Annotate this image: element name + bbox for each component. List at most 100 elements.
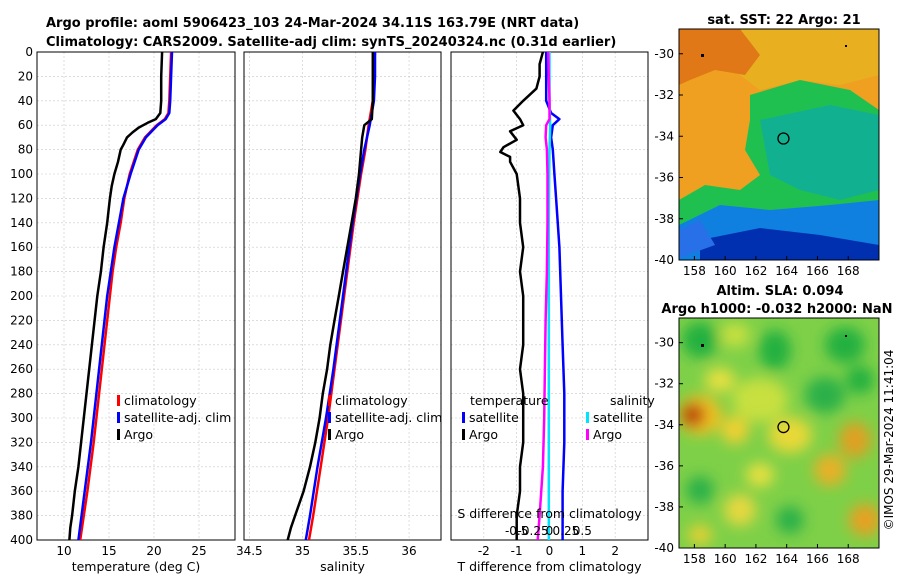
map-y-tick-label: -32	[654, 377, 674, 391]
y-tick-label: 40	[18, 94, 33, 108]
x-tick-label: 36	[401, 544, 416, 558]
map-y-tick-label: -34	[654, 129, 674, 143]
map-y-tick-label: -38	[654, 212, 674, 226]
y-tick-label: 0	[25, 45, 33, 59]
sla-map-title: Altim. SLA: 0.094	[717, 284, 844, 299]
map-x-tick-label: 158	[683, 264, 706, 278]
temp-argo-line	[68, 52, 164, 540]
y-tick-label: 100	[10, 167, 33, 181]
x-tick-label: -2	[478, 544, 490, 558]
x-tick-label: 1	[579, 544, 587, 558]
y-tick-label: 280	[10, 387, 33, 401]
map-y-tick-label: -36	[654, 459, 674, 473]
x-tick-label: -1	[511, 544, 523, 558]
legend-satellite-adj-swatch	[328, 412, 331, 423]
legend-satellite-adj-label: satellite-adj. clim	[124, 410, 231, 425]
x-tick-label: 2	[611, 544, 619, 558]
map-x-tick-label: 168	[837, 552, 860, 566]
y-tick-label: 220	[10, 313, 33, 327]
map-x-tick-label: 168	[837, 264, 860, 278]
sla-argo-marker	[777, 420, 790, 434]
legend-argo-swatch	[117, 429, 120, 440]
legend-argo-label: Argo	[124, 427, 153, 442]
map-y-tick-label: -30	[654, 336, 674, 350]
legend-climatology-swatch	[117, 395, 120, 406]
map-x-tick-label: 166	[806, 552, 829, 566]
y-tick-label: 120	[10, 191, 33, 205]
x-tick-label: 20	[146, 544, 161, 558]
x-tick-label: 34.5	[236, 544, 263, 558]
x-tick-label: 15	[101, 544, 116, 558]
y-tick-label: 380	[10, 509, 33, 523]
difference-panel: -2 -1 0 1 2T difference from climatology S di…	[450, 51, 655, 574]
salinity-panel: 34.5 35 35.5 36 salinity climatology satellite…	[236, 51, 442, 574]
legend-t-satellite-swatch	[462, 412, 465, 423]
map-y-tick-label: -34	[654, 418, 674, 432]
x-tick-label: 0	[546, 544, 554, 558]
y-tick-label: 180	[10, 265, 33, 279]
y-tick-label: 360	[10, 484, 33, 498]
map-x-tick-label: 162	[744, 552, 767, 566]
legend-t-satellite-label: satellite	[469, 410, 519, 425]
tdiff-argo-line	[499, 52, 545, 540]
legend-argo-swatch	[328, 429, 331, 440]
y-tick-label: 60	[18, 118, 33, 132]
y-tick-label: 20	[18, 69, 33, 83]
map-y-tick-label: -40	[654, 541, 674, 555]
x-tick-label: 25	[191, 544, 206, 558]
legend-temperature-title: temperature	[470, 393, 549, 408]
header-line2: Climatology: CARS2009. Satellite-adj cli…	[46, 35, 616, 50]
legend-t-argo-swatch	[462, 429, 465, 440]
y-tick-label: 320	[10, 435, 33, 449]
map-x-tick-label: 158	[683, 552, 706, 566]
map-x-tick-label: 166	[806, 264, 829, 278]
sla-map-subtitle: Argo h1000: -0.032 h2000: NaN	[661, 302, 892, 317]
top-axis-label: S difference from climatology	[457, 506, 642, 521]
map-y-tick-label: -32	[654, 88, 674, 102]
sla-map	[678, 317, 880, 549]
legend-climatology-label: climatology	[124, 393, 197, 408]
legend-satellite-adj-swatch	[117, 412, 120, 423]
legend-climatology-swatch	[328, 395, 331, 406]
map-x-tick-label: 160	[714, 264, 737, 278]
legend-satellite-adj-label: satellite-adj. clim	[335, 410, 442, 425]
top-tick-label: -0.5	[505, 524, 528, 538]
y-tick-label: 340	[10, 460, 33, 474]
map-x-tick-label: 162	[744, 264, 767, 278]
temperature-panel: 10 15 20 25 0 20 40 60 80 100 120 140 160 180 200 220 24…	[10, 45, 236, 574]
x-axis-label: T difference from climatology	[456, 559, 642, 574]
legend-s-satellite-label: satellite	[593, 410, 643, 425]
legend-s-satellite-swatch	[586, 412, 589, 423]
legend-climatology-label: climatology	[335, 393, 408, 408]
sdiff-argo-line	[536, 52, 551, 540]
sla-map-axes: 158 160 162 164 166 168 -30 -32 -34 -36 -38 -40	[654, 336, 859, 566]
map-y-tick-label: -40	[654, 253, 674, 267]
sal-argo-line	[286, 52, 375, 540]
y-tick-label: 260	[10, 362, 33, 376]
top-tick-label: 0.5	[573, 524, 592, 538]
y-tick-label: 400	[10, 533, 33, 547]
sst-map-axes: 158 160 162 164 166 168 -30 -32 -34 -36 -38 -40	[654, 47, 859, 278]
y-tick-label: 80	[18, 143, 33, 157]
map-y-tick-label: -36	[654, 171, 674, 185]
sst-map	[678, 28, 880, 261]
map-x-tick-label: 160	[714, 552, 737, 566]
x-tick-label: 10	[56, 544, 71, 558]
y-tick-label: 160	[10, 240, 33, 254]
legend-salinity-title: salinity	[610, 393, 655, 408]
y-tick-label: 300	[10, 411, 33, 425]
panel-frame	[243, 51, 442, 541]
y-tick-label: 140	[10, 216, 33, 230]
map-y-tick-label: -30	[654, 47, 674, 61]
legend-argo-label: Argo	[335, 427, 364, 442]
y-tick-label: 240	[10, 338, 33, 352]
sst-map-title: sat. SST: 22 Argo: 21	[707, 13, 860, 28]
legend-s-argo-label: Argo	[593, 427, 622, 442]
map-x-tick-label: 164	[775, 264, 798, 278]
panel-frame	[36, 51, 236, 541]
sst-argo-marker	[777, 132, 790, 145]
imos-stamp: ©IMOS 29-Mar-2024 11:41:04	[882, 350, 896, 531]
top-tick-label: 0	[546, 524, 554, 538]
x-axis-label: temperature (deg C)	[72, 559, 201, 574]
